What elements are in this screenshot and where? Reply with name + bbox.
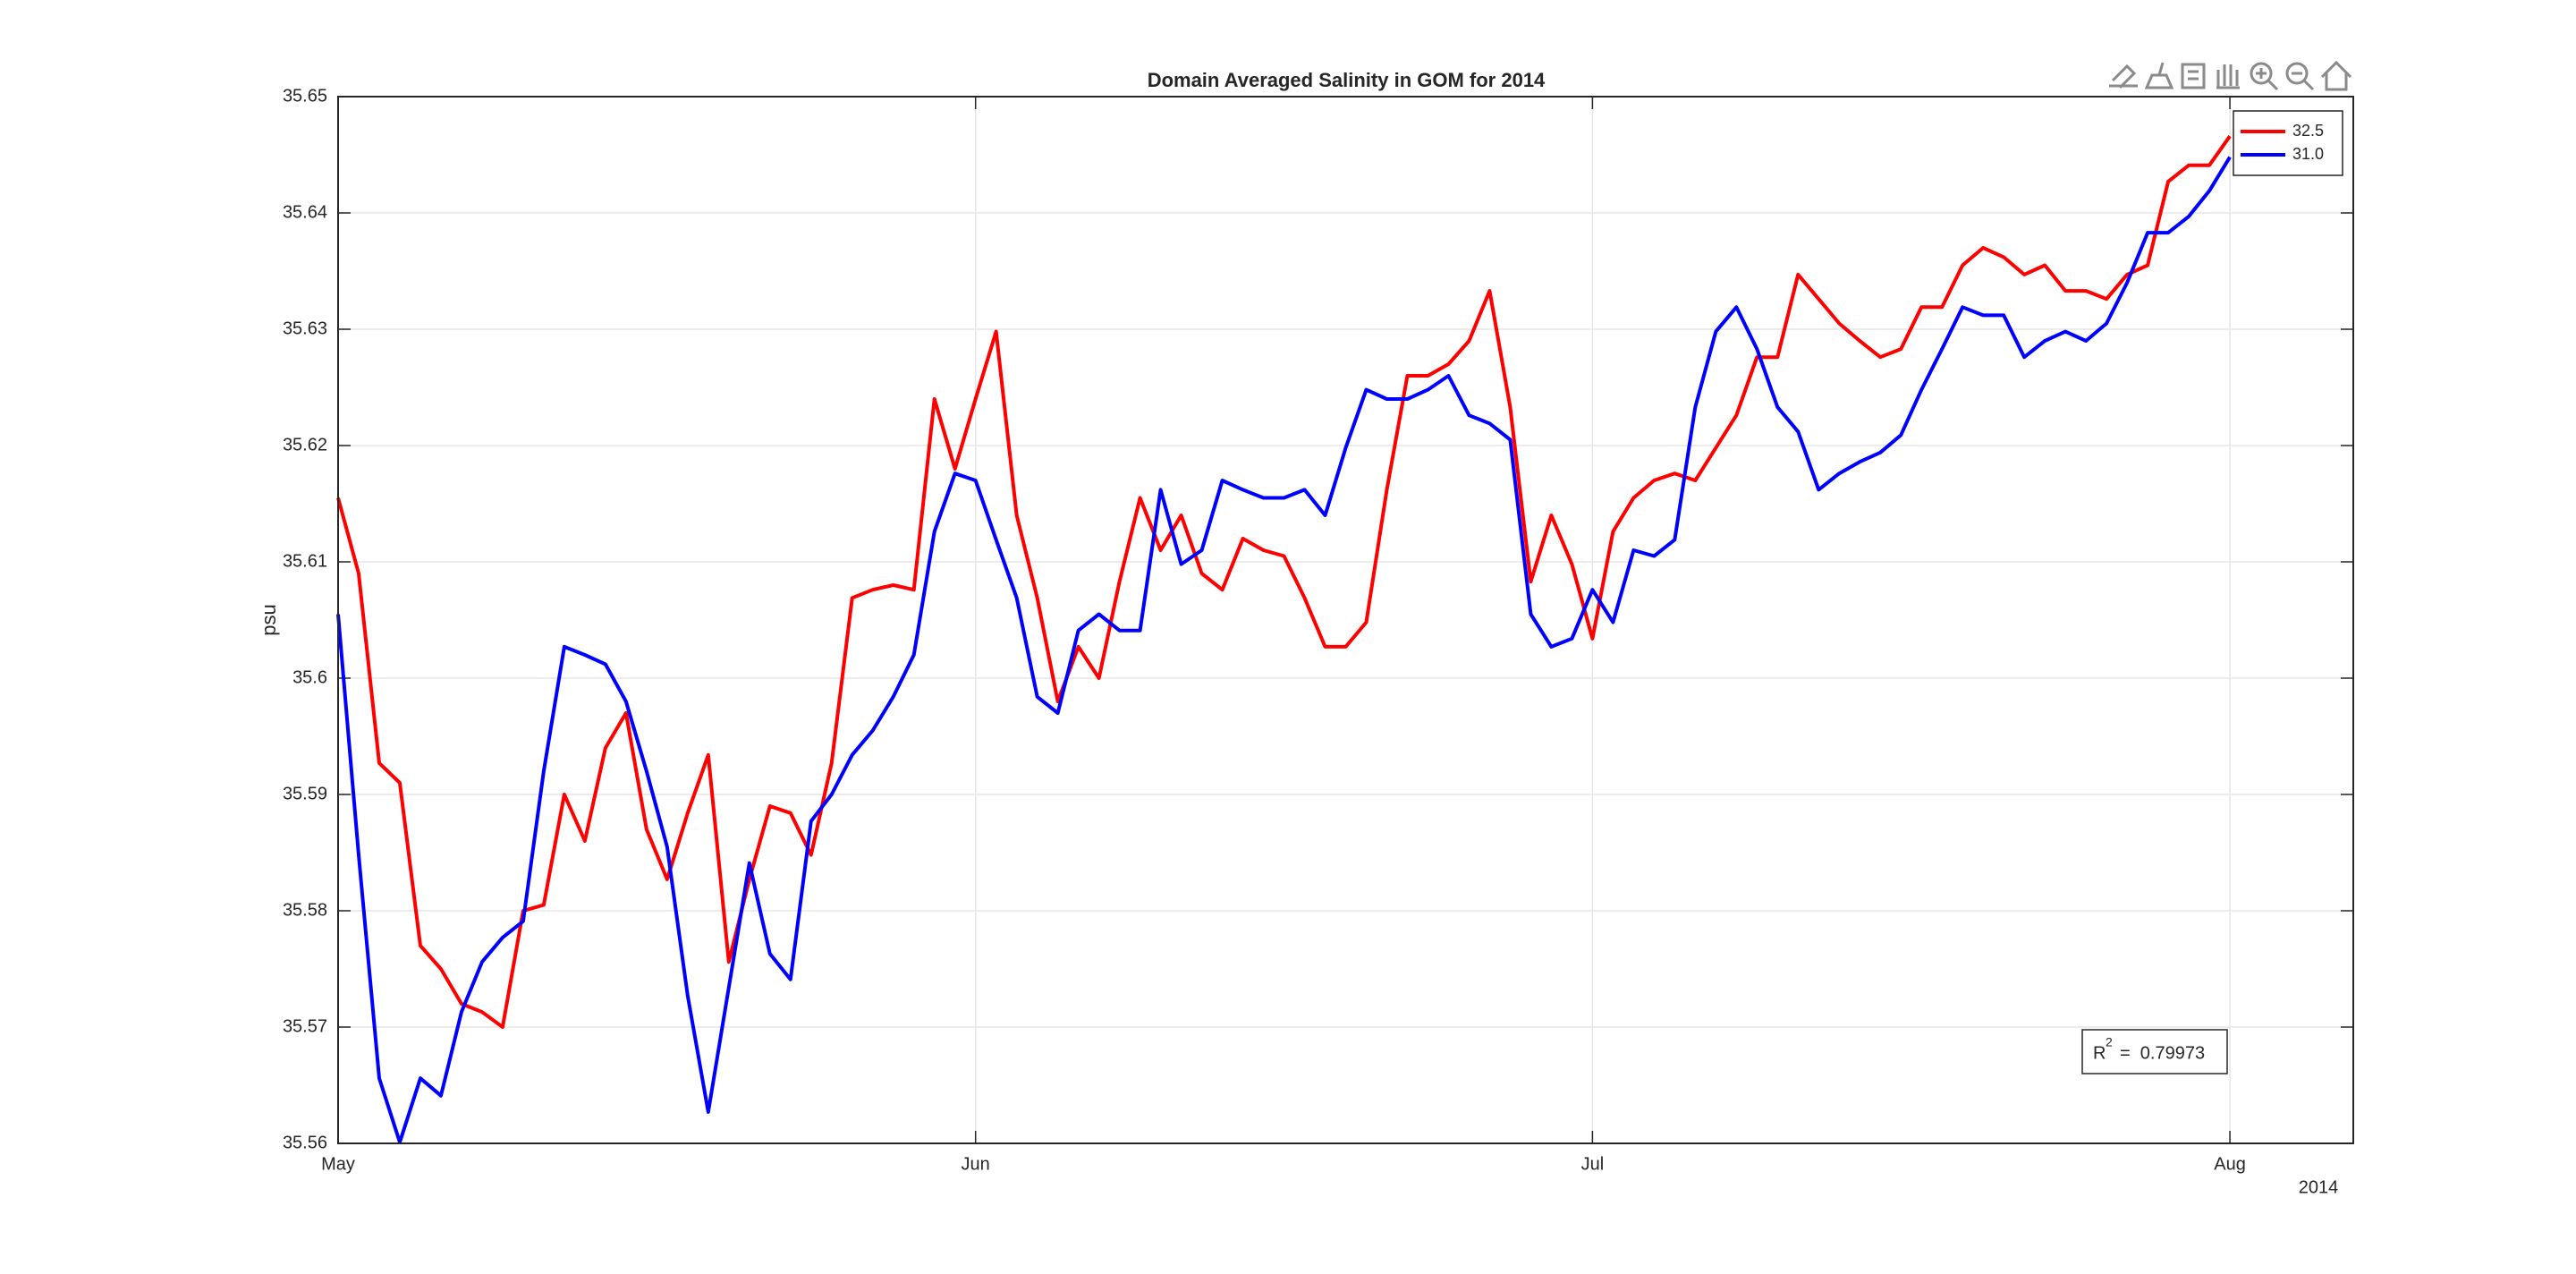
series-line bbox=[336, 156, 2232, 1144]
legend-label: 32.5 bbox=[2292, 122, 2324, 140]
y-tick-label: 35.62 bbox=[283, 435, 327, 454]
chart-title: Domain Averaged Salinity in GOM for 2014 bbox=[1148, 69, 1546, 91]
y-tick-label: 35.57 bbox=[283, 1016, 327, 1036]
y-tick-label: 35.64 bbox=[283, 202, 327, 222]
y-tick-label: 35.58 bbox=[283, 900, 327, 920]
line-layer bbox=[336, 135, 2232, 1144]
annotation: R 2 = 0.79973 bbox=[2081, 1029, 2228, 1074]
axes-box bbox=[337, 96, 2354, 1144]
zoom-out-icon[interactable] bbox=[2285, 62, 2315, 91]
legend: 32.5 31.0 bbox=[2233, 110, 2343, 176]
y-tick-label: 35.65 bbox=[283, 86, 327, 106]
y-axis-label: psu bbox=[258, 604, 280, 635]
annotation-box bbox=[2081, 1029, 2228, 1074]
x-tick-label: Jul bbox=[1581, 1154, 1605, 1174]
legend-box bbox=[2233, 110, 2343, 176]
legend-label: 31.0 bbox=[2292, 145, 2324, 163]
x-secondary-label: 2014 bbox=[2299, 1177, 2339, 1197]
toolbar bbox=[2109, 60, 2352, 91]
x-tick-label: Jun bbox=[962, 1154, 990, 1174]
x-tick-label: May bbox=[321, 1154, 355, 1174]
y-tick-label: 35.59 bbox=[283, 784, 327, 803]
pan-icon[interactable] bbox=[2216, 64, 2240, 89]
y-tick-label: 35.6 bbox=[292, 667, 327, 687]
y-tick-label: 35.56 bbox=[283, 1133, 327, 1152]
export-icon[interactable] bbox=[2109, 64, 2138, 89]
annotation-superscript: 2 bbox=[2106, 1035, 2113, 1049]
datatip-icon[interactable] bbox=[2181, 63, 2206, 89]
x-tick-label: Aug bbox=[2214, 1154, 2246, 1174]
y-tick-label: 35.63 bbox=[283, 318, 327, 338]
brush-icon[interactable] bbox=[2144, 62, 2174, 89]
annotation-base: R bbox=[2093, 1043, 2106, 1063]
home-icon[interactable] bbox=[2320, 60, 2352, 91]
zoom-in-icon[interactable] bbox=[2250, 62, 2279, 91]
annotation-text: = 0.79973 bbox=[2120, 1043, 2205, 1063]
y-tick-label: 35.61 bbox=[283, 551, 327, 571]
series-line bbox=[336, 135, 2232, 1029]
